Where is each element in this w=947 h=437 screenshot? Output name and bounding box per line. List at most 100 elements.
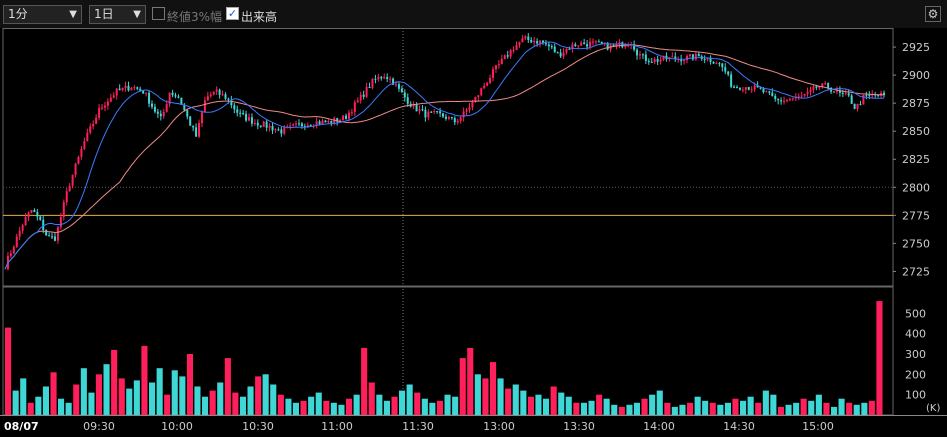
candle: [736, 86, 739, 88]
x-tick-label: 13:00: [483, 420, 515, 433]
candle: [442, 113, 445, 117]
volume-bar: [156, 368, 163, 415]
candle: [98, 108, 101, 118]
candle: [83, 141, 86, 149]
volume-tick-label: 400: [905, 328, 926, 341]
candle: [51, 236, 54, 238]
candle: [741, 89, 744, 91]
volume-tick-label: 500: [905, 307, 926, 320]
volume-bar: [641, 398, 648, 415]
volume-bar: [239, 396, 246, 415]
candle: [833, 91, 836, 93]
gear-icon[interactable]: ⚙: [925, 6, 941, 22]
candle: [818, 86, 821, 88]
volume-bar: [838, 398, 845, 415]
candle: [424, 109, 427, 118]
candle: [697, 53, 700, 57]
candle: [433, 111, 436, 113]
candle: [841, 92, 844, 94]
candle: [356, 100, 359, 103]
candle: [397, 84, 400, 89]
volume-bar: [255, 376, 262, 415]
candle: [227, 98, 230, 100]
candle: [738, 87, 741, 90]
candle: [400, 88, 403, 93]
candle: [156, 111, 159, 114]
x-tick-label: 13:30: [563, 420, 595, 433]
candle: [418, 109, 421, 112]
candle: [89, 126, 92, 133]
candle: [586, 44, 589, 47]
candle: [233, 105, 236, 110]
candle: [130, 87, 133, 91]
candle: [345, 115, 348, 119]
volume-bar: [376, 394, 383, 415]
candle: [259, 125, 262, 127]
y-tick-label: 2750: [902, 237, 930, 250]
candle: [788, 99, 791, 101]
candle: [206, 96, 209, 101]
candle: [212, 91, 215, 95]
candle: [327, 120, 330, 123]
candle: [618, 42, 621, 45]
volume-checkbox[interactable]: ✓: [226, 7, 239, 20]
candle: [177, 96, 180, 98]
candle: [15, 236, 18, 247]
candle: [547, 44, 550, 47]
volume-bar: [497, 378, 504, 415]
candle: [524, 36, 527, 39]
volume-bar: [732, 398, 739, 415]
candle: [150, 103, 153, 107]
candle: [330, 120, 333, 124]
candle: [112, 95, 115, 98]
volume-tick-label: 100: [905, 389, 926, 402]
volume-bar: [270, 384, 277, 415]
volume-bar: [118, 378, 125, 415]
limit-checkbox[interactable]: [152, 7, 165, 20]
volume-bar: [133, 380, 140, 415]
candle: [456, 120, 459, 123]
candle: [21, 225, 24, 231]
volume-bar: [603, 398, 610, 415]
candle: [68, 185, 71, 192]
candle: [248, 117, 251, 121]
volume-bar: [550, 386, 557, 415]
candle: [844, 93, 847, 95]
volume-bar: [194, 386, 201, 415]
candle: [506, 55, 509, 57]
candle: [486, 82, 489, 86]
candle: [783, 100, 786, 102]
candle: [303, 126, 306, 128]
candle: [518, 42, 521, 46]
volume-bar: [126, 388, 133, 415]
volume-bar: [315, 392, 322, 415]
candle: [824, 83, 827, 85]
candle: [638, 54, 641, 56]
candle: [703, 58, 706, 60]
volume-bar: [588, 400, 595, 415]
candle: [333, 118, 336, 124]
volume-bar: [277, 394, 284, 415]
candle: [691, 54, 694, 60]
candle: [309, 125, 312, 127]
candle: [539, 40, 542, 44]
volume-bar: [292, 402, 299, 415]
volume-bar: [633, 402, 640, 415]
candle: [295, 123, 298, 125]
candle: [812, 86, 815, 90]
candle: [265, 121, 268, 128]
candle: [868, 94, 871, 96]
limit-label: 終値3%幅: [167, 10, 223, 24]
candle: [374, 78, 377, 80]
candle: [377, 76, 380, 80]
candle: [109, 97, 112, 102]
interval-select[interactable]: 1分 ▼: [3, 5, 82, 24]
candle: [800, 95, 803, 97]
span-select[interactable]: 1日 ▼: [89, 5, 146, 24]
candle: [371, 78, 374, 88]
candle: [662, 55, 665, 60]
candle: [480, 88, 483, 96]
candle: [641, 54, 644, 56]
volume-bar: [262, 374, 269, 415]
volume-bar: [73, 384, 80, 415]
